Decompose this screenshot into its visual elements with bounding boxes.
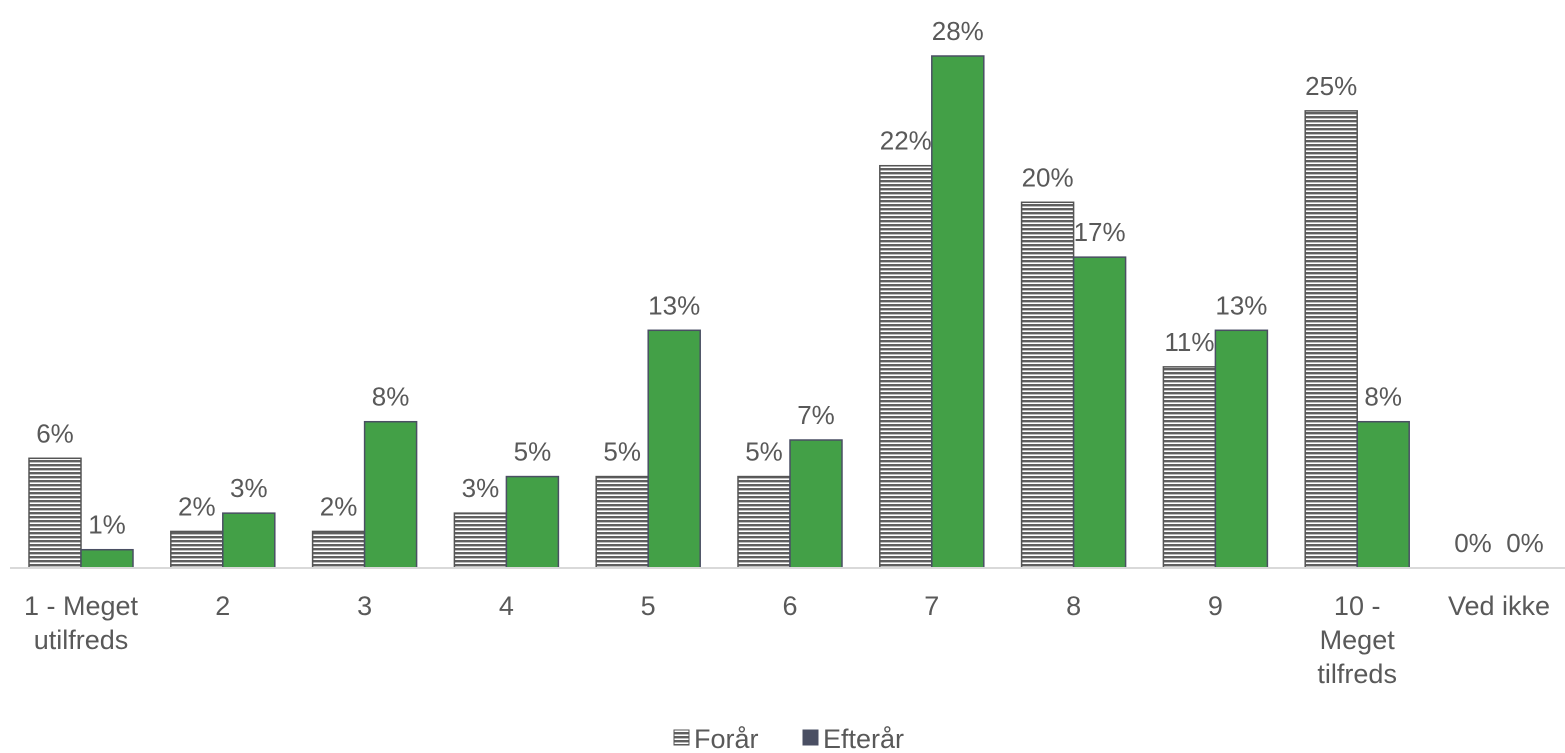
x-tick-label-3: 3	[357, 591, 372, 621]
data-label-foraar-5: 5%	[603, 437, 641, 467]
legend-label-efteraar: Efterår	[823, 724, 904, 753]
data-label-foraar-6: 5%	[745, 437, 783, 467]
x-tick-label-4: 4	[499, 591, 514, 621]
bar-foraar-2	[170, 530, 224, 569]
bar-efteraar-2	[222, 512, 276, 569]
bar-efteraar-1	[80, 548, 134, 569]
legend-label-foraar: Forår	[694, 724, 759, 753]
bar-efteraar-10	[1356, 420, 1410, 569]
data-label-foraar-1: 6%	[36, 418, 74, 448]
legend-swatch-efteraar	[802, 729, 819, 746]
data-label-efteraar-9: 13%	[1215, 290, 1267, 320]
x-tick-label-11: Ved ikke	[1448, 591, 1550, 621]
data-label-efteraar-2: 3%	[230, 473, 268, 503]
bar-efteraar-7	[931, 55, 985, 569]
data-label-foraar-3: 2%	[320, 491, 358, 521]
data-label-efteraar-8: 17%	[1074, 217, 1126, 247]
bar-foraar-5	[595, 475, 649, 569]
bar-foraar-6	[737, 475, 791, 569]
legend: Forår Efterår	[673, 724, 904, 753]
data-label-efteraar-7: 28%	[932, 16, 984, 46]
data-label-foraar-2: 2%	[178, 491, 216, 521]
data-label-efteraar-11: 0%	[1506, 528, 1544, 558]
bar-foraar-1	[28, 457, 82, 569]
bar-efteraar-9	[1214, 329, 1269, 569]
data-label-foraar-8: 20%	[1022, 162, 1074, 192]
bar-foraar-8	[1020, 201, 1075, 569]
data-label-foraar-10: 25%	[1305, 71, 1357, 101]
data-label-efteraar-10: 8%	[1364, 382, 1402, 412]
legend-swatch-foraar	[673, 729, 690, 746]
data-label-foraar-9: 11%	[1164, 327, 1214, 357]
bar-foraar-10	[1304, 110, 1358, 569]
x-tick-label-8: 8	[1066, 591, 1081, 621]
data-label-efteraar-3: 8%	[372, 382, 410, 412]
x-tick-label-1: 1 - Meget utilfreds	[24, 591, 139, 655]
x-tick-label-2: 2	[215, 591, 230, 621]
data-label-efteraar-4: 5%	[514, 437, 552, 467]
x-tick-labels-group: 1 - Meget utilfreds 2 3 4 5 6 7 8 9 10 -Meget tilfr…	[24, 591, 1550, 689]
x-tick-label-6: 6	[782, 591, 797, 621]
data-label-foraar-7: 22%	[880, 126, 932, 156]
bar-efteraar-6	[789, 439, 843, 569]
data-label-foraar-4: 3%	[462, 473, 500, 503]
data-label-efteraar-6: 7%	[797, 400, 835, 430]
data-label-foraar-11: 0%	[1454, 528, 1492, 558]
x-tick-label-7: 7	[924, 591, 939, 621]
bar-efteraar-5	[647, 329, 701, 569]
bar-foraar-9	[1162, 366, 1217, 569]
bars-group	[28, 55, 1410, 569]
x-tick-label-5: 5	[641, 591, 656, 621]
x-tick-label-9: 9	[1208, 591, 1223, 621]
data-label-efteraar-1: 1%	[88, 510, 126, 540]
data-label-efteraar-5: 13%	[648, 290, 700, 320]
bar-foraar-7	[879, 164, 933, 569]
bar-efteraar-8	[1072, 256, 1127, 569]
data-labels-group: 6% 1% 2% 3% 2% 8% 3% 5% 5% 13% 5% 7% 22% 28% 20%17% 11%…	[36, 16, 1544, 558]
bar-foraar-4	[453, 512, 508, 569]
bar-foraar-3	[311, 530, 366, 569]
x-tick-label-10: 10 -Meget tilfreds	[1317, 591, 1397, 689]
bar-efteraar-4	[505, 475, 560, 569]
bar-efteraar-3	[363, 420, 418, 569]
